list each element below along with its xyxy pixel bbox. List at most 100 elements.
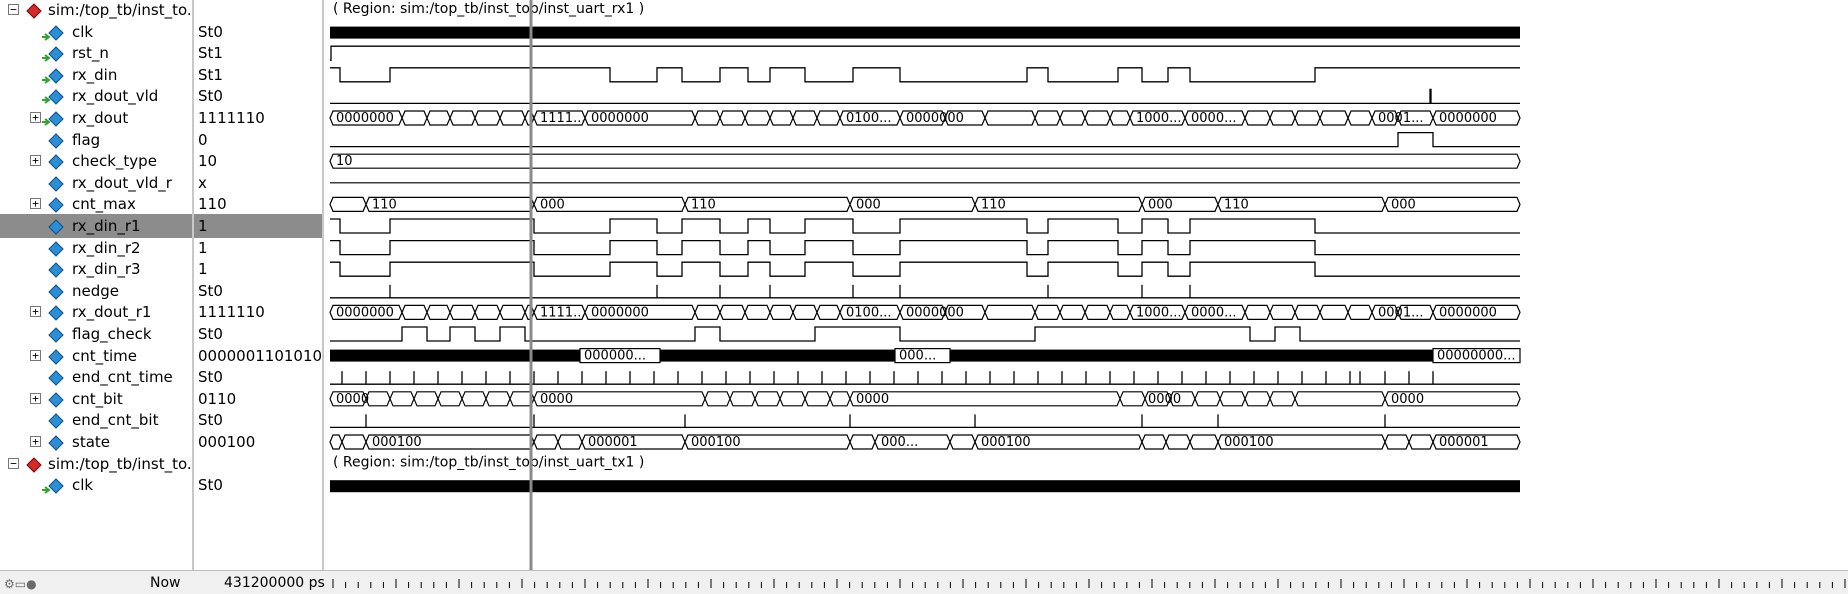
wave-flag-check[interactable] <box>330 326 1520 342</box>
signal-name: clk <box>72 476 94 495</box>
expand-icon[interactable]: + <box>30 436 41 447</box>
signal-row-end-cnt-time[interactable]: end_cnt_time <box>0 365 192 389</box>
signal-row-rx-din[interactable]: rx_din <box>0 63 192 87</box>
signal-value: x <box>198 173 207 192</box>
value-row[interactable]: 000100 <box>194 430 322 454</box>
wave-state[interactable]: 000100 000001 000100 000... 000100 000100 0000… <box>329 434 1521 450</box>
signal-row-cnt-time[interactable]: + cnt_time <box>0 344 192 368</box>
signal-row-flag-check[interactable]: flag_check <box>0 322 192 346</box>
signal-row-rx-din-r1[interactable]: rx_din_r1 <box>0 214 192 238</box>
wave-cnt-bit[interactable]: 0000 0000 0000 0000 0000 <box>329 391 1521 407</box>
value-row[interactable]: St0 <box>194 322 322 346</box>
signal-row-cnt-max[interactable]: + cnt_max <box>0 192 192 216</box>
value-row[interactable]: St1 <box>194 41 322 65</box>
wave-clk[interactable] <box>330 26 1520 39</box>
bus-label: 0000 <box>1391 392 1424 407</box>
bus-label: 0001... <box>1378 111 1423 126</box>
value-row[interactable]: 1 <box>194 257 322 281</box>
value-row[interactable]: 1111110 <box>194 300 322 324</box>
group-row[interactable]: − sim:/top_tb/inst_to... <box>0 452 192 476</box>
signal-row-flag[interactable]: flag <box>0 128 192 152</box>
name-value-splitter[interactable] <box>192 0 194 593</box>
wave-cnt-max[interactable]: 110 000 110 000 110 000 110 000 <box>329 196 1521 212</box>
waveform-pane[interactable]: ( Region: sim:/top_tb/inst_top/inst_uart… <box>325 0 1848 570</box>
wave-rx-dout-r1[interactable]: 0000000 1111... 0000000 0100... 0000000 1000.… <box>329 304 1521 320</box>
wave-rx-din-r2[interactable] <box>330 239 1520 256</box>
wave-region[interactable]: ( Region: sim:/top_tb/inst_top/inst_uart… <box>333 1 644 17</box>
value-row[interactable]: St0 <box>194 84 322 108</box>
signal-row-rx-dout[interactable]: + rx_dout <box>0 106 192 130</box>
wave-cnt-time[interactable]: 000000... 000... 00000000... <box>330 348 1521 364</box>
signal-value: St0 <box>198 411 223 430</box>
wave-rx-din[interactable] <box>330 67 1520 83</box>
signal-row-rx-din-r3[interactable]: rx_din_r3 <box>0 257 192 281</box>
collapse-icon[interactable]: − <box>8 457 19 469</box>
value-row[interactable] <box>194 452 322 476</box>
wave-rst-n[interactable] <box>330 45 1520 61</box>
wave-nedge[interactable] <box>330 284 1520 299</box>
signal-row-rx-dout-vld[interactable]: rx_dout_vld <box>0 84 192 108</box>
expand-icon[interactable]: + <box>30 155 41 167</box>
value-row[interactable]: 0110 <box>194 387 322 411</box>
signal-row-state[interactable]: + state <box>0 430 192 454</box>
bus-label: 0000000 <box>1439 305 1497 320</box>
wave-flag[interactable] <box>330 131 1520 148</box>
status-bar: ⚙▭● Now 431200000 ps <box>0 570 1848 594</box>
signal-name: rx_dout_vld <box>72 87 159 106</box>
value-row[interactable]: St0 <box>194 408 322 432</box>
bus-label: 000000... <box>584 349 646 364</box>
signal-row-rx-dout-r1[interactable]: + rx_dout_r1 <box>0 300 192 324</box>
signal-icon <box>48 261 64 278</box>
wave-end-cnt-time[interactable] <box>330 371 1520 385</box>
value-row[interactable]: 1111110 <box>194 106 322 130</box>
expand-icon[interactable]: + <box>30 198 41 210</box>
value-row[interactable]: St0 <box>194 365 322 389</box>
toolbar-icons[interactable]: ⚙▭● <box>4 577 37 591</box>
signal-value: 1 <box>198 217 208 235</box>
value-row[interactable]: 10 <box>194 149 322 173</box>
wave-end-cnt-bit[interactable] <box>330 414 1520 429</box>
value-row[interactable]: St0 <box>194 473 322 497</box>
signal-value: 1111110 <box>198 303 265 322</box>
port-icon <box>42 477 64 494</box>
bus-label: 0000 <box>336 392 369 407</box>
expand-icon[interactable]: + <box>30 392 41 404</box>
value-row[interactable]: 1 <box>194 214 322 238</box>
signal-row-nedge[interactable]: nedge <box>0 279 192 303</box>
collapse-icon[interactable]: − <box>8 4 19 15</box>
expand-icon[interactable]: + <box>30 349 41 361</box>
value-row[interactable]: 0000001101010100 <box>194 344 322 368</box>
wave-rx-din-r1[interactable] <box>330 218 1520 234</box>
wave-check-type[interactable]: 10 <box>329 153 1521 169</box>
wave-clk[interactable] <box>330 480 1520 493</box>
value-row[interactable]: St0 <box>194 20 322 44</box>
signal-name: flag_check <box>72 325 152 343</box>
value-row[interactable]: 110 <box>194 192 322 216</box>
wave-rx-dout[interactable]: 0000000 1111... 0000000 0100... 0000000 1000.… <box>329 110 1521 126</box>
group-row[interactable]: − sim:/top_tb/inst_to... <box>0 0 192 22</box>
signal-name: rx_dout <box>72 109 129 127</box>
signal-row-rx-dout-vld-r[interactable]: rx_dout_vld_r <box>0 171 192 195</box>
signal-row-rst-n[interactable]: rst_n <box>0 41 192 65</box>
signal-row-clk[interactable]: clk <box>0 20 192 44</box>
signal-icon <box>48 196 64 214</box>
signal-row-clk[interactable]: clk <box>0 473 192 497</box>
expand-icon[interactable]: + <box>30 112 41 123</box>
signal-row-rx-din-r2[interactable]: rx_din_r2 <box>0 236 192 260</box>
value-row[interactable]: 1 <box>194 236 322 260</box>
signal-row-cnt-bit[interactable]: + cnt_bit <box>0 387 192 411</box>
value-row[interactable]: x <box>194 171 322 195</box>
signal-row-check-type[interactable]: + check_type <box>0 149 192 173</box>
waveform-canvas[interactable]: ( Region: sim:/top_tb/inst_top/inst_uart… <box>325 0 1848 570</box>
value-row[interactable]: 0 <box>194 128 322 152</box>
value-row[interactable]: St1 <box>194 63 322 87</box>
value-wave-splitter[interactable] <box>322 0 324 593</box>
expand-icon[interactable]: + <box>30 306 41 318</box>
wave-region[interactable]: ( Region: sim:/top_tb/inst_top/inst_uart… <box>333 455 644 471</box>
time-ruler[interactable] <box>325 573 1848 593</box>
value-row[interactable]: St0 <box>194 279 322 303</box>
signal-name: rx_din_r3 <box>72 260 141 279</box>
signal-row-end-cnt-bit[interactable]: end_cnt_bit <box>0 408 192 432</box>
wave-rx-din-r3[interactable] <box>330 261 1520 277</box>
wave-rx-dout-vld[interactable] <box>330 88 1520 105</box>
